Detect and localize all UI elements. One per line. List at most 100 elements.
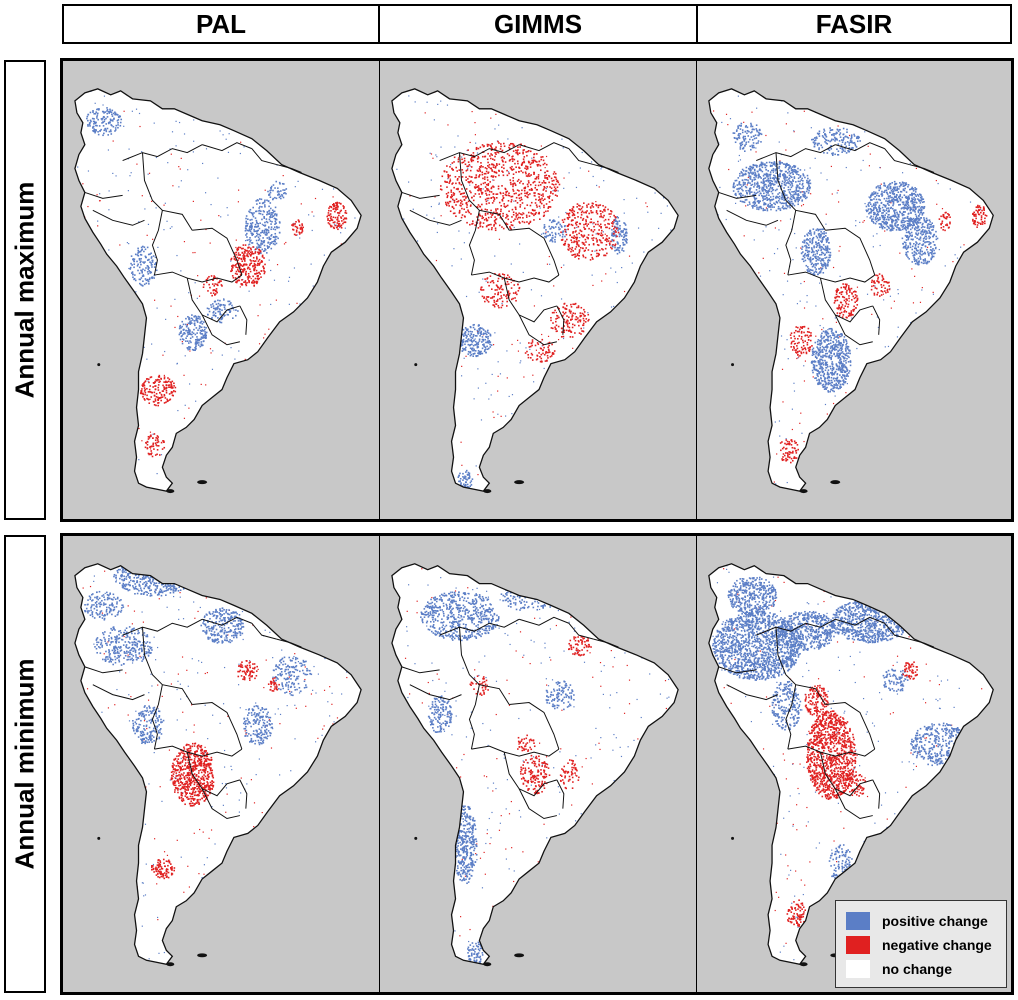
land-mass	[74, 88, 362, 492]
legend-item-none: no change	[846, 957, 996, 981]
country-border	[872, 779, 881, 809]
country-border	[471, 745, 560, 757]
coastline	[708, 563, 994, 965]
country-border	[251, 148, 277, 166]
country-border	[186, 751, 241, 797]
country-border	[151, 684, 163, 750]
row-header-annual-minimum: Annual minimum	[4, 535, 46, 993]
island	[166, 489, 175, 494]
island	[166, 962, 175, 967]
change-pixels	[709, 92, 994, 488]
coastline	[391, 88, 679, 492]
country-border	[471, 271, 560, 283]
coastline	[708, 88, 994, 492]
country-border	[154, 745, 243, 757]
country-border	[884, 148, 910, 166]
country-border	[726, 209, 779, 226]
country-border	[834, 314, 873, 346]
column-header-gimms: GIMMS	[378, 4, 698, 44]
island	[731, 836, 735, 840]
country-border	[122, 144, 203, 162]
country-border	[92, 209, 145, 226]
country-border	[192, 702, 243, 750]
country-border	[785, 210, 797, 276]
map-svg	[391, 88, 679, 494]
country-border	[142, 627, 193, 705]
country-border	[775, 152, 826, 231]
country-border	[825, 227, 876, 276]
country-border	[556, 305, 565, 335]
island	[197, 953, 208, 958]
country-border	[509, 227, 560, 276]
map-panel-min-gimms	[379, 535, 697, 993]
country-border	[239, 779, 248, 809]
country-border	[884, 622, 910, 640]
island	[514, 480, 525, 485]
country-border	[84, 191, 123, 199]
country-border	[84, 666, 123, 674]
country-border	[819, 277, 873, 323]
country-border	[834, 788, 873, 820]
country-border	[775, 627, 826, 705]
country-border	[401, 666, 440, 674]
country-border	[503, 751, 558, 797]
country-border	[201, 314, 240, 346]
row-header-annual-maximum: Annual maximum	[4, 60, 46, 520]
map-svg	[74, 563, 362, 967]
row-label: Annual maximum	[9, 181, 40, 399]
coastline	[74, 88, 362, 492]
country-border	[718, 191, 757, 199]
island	[799, 962, 808, 967]
country-border	[756, 144, 836, 162]
island	[97, 363, 101, 367]
map-svg	[708, 563, 994, 967]
legend-swatch-positive	[846, 912, 870, 930]
country-border	[503, 277, 558, 323]
island	[197, 480, 208, 485]
country-border	[726, 684, 779, 701]
country-border	[518, 788, 557, 820]
island	[414, 836, 418, 840]
island	[799, 489, 808, 494]
legend-swatch-none	[846, 960, 870, 978]
country-border	[201, 142, 252, 152]
country-border	[509, 702, 560, 750]
legend-label: positive change	[882, 913, 988, 929]
map-svg	[74, 88, 362, 494]
country-border	[92, 684, 145, 701]
country-border	[568, 148, 594, 166]
country-border	[819, 751, 873, 797]
country-border	[518, 142, 569, 152]
map-panel-min-pal	[62, 535, 380, 993]
map-panel-max-gimms	[379, 60, 697, 520]
island	[514, 953, 525, 958]
country-border	[787, 271, 876, 283]
country-border	[825, 702, 876, 750]
country-border	[239, 305, 248, 335]
island	[483, 489, 492, 494]
country-border	[154, 271, 243, 283]
legend-label: negative change	[882, 937, 992, 953]
coastline	[391, 563, 679, 965]
map-panel-max-fasir	[696, 60, 1012, 520]
legend-label: no change	[882, 961, 953, 977]
country-border	[251, 622, 277, 640]
country-border	[439, 144, 520, 162]
country-border	[142, 152, 193, 231]
column-label: PAL	[195, 8, 247, 39]
country-border	[409, 209, 462, 226]
island	[830, 480, 841, 485]
country-border	[756, 618, 836, 636]
country-border	[122, 618, 203, 636]
country-border	[518, 314, 557, 346]
country-border	[835, 616, 885, 626]
row-label: Annual minimum	[9, 658, 40, 870]
country-border	[835, 142, 885, 152]
legend-swatch-negative	[846, 936, 870, 954]
country-border	[872, 305, 881, 335]
land-mass	[708, 88, 994, 492]
country-border	[518, 616, 569, 626]
column-header-pal: PAL	[62, 4, 380, 44]
coastline	[74, 563, 362, 965]
country-border	[459, 627, 510, 705]
